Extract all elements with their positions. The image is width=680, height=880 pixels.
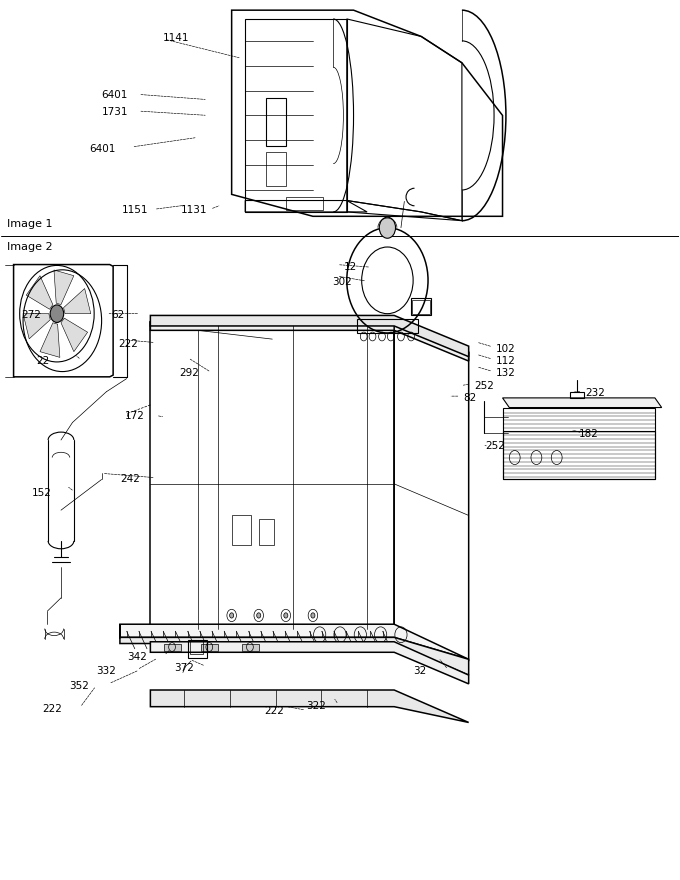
Text: 32: 32 bbox=[413, 665, 426, 676]
Text: 82: 82 bbox=[463, 392, 477, 403]
Circle shape bbox=[284, 612, 288, 618]
Text: 272: 272 bbox=[22, 310, 41, 319]
Polygon shape bbox=[503, 398, 662, 407]
Text: 292: 292 bbox=[179, 369, 199, 378]
Text: 222: 222 bbox=[42, 704, 62, 715]
Text: 22: 22 bbox=[37, 356, 50, 366]
Bar bbox=[265, 152, 286, 186]
Bar bbox=[503, 407, 655, 480]
Text: 332: 332 bbox=[96, 665, 116, 676]
Text: 302: 302 bbox=[332, 277, 352, 287]
Text: Image 2: Image 2 bbox=[7, 242, 52, 252]
Bar bbox=[258, 519, 273, 546]
Text: 62: 62 bbox=[111, 310, 124, 319]
Polygon shape bbox=[201, 643, 218, 651]
Circle shape bbox=[257, 612, 260, 618]
Text: 102: 102 bbox=[496, 344, 515, 354]
Text: 132: 132 bbox=[496, 369, 515, 378]
Text: 352: 352 bbox=[69, 680, 89, 691]
Bar bbox=[232, 515, 251, 546]
Polygon shape bbox=[40, 323, 60, 357]
Circle shape bbox=[230, 612, 234, 618]
Text: 1151: 1151 bbox=[122, 205, 148, 216]
Text: 182: 182 bbox=[579, 429, 598, 439]
Text: 6401: 6401 bbox=[90, 143, 116, 154]
Text: 342: 342 bbox=[126, 652, 147, 662]
Text: 242: 242 bbox=[120, 473, 141, 484]
Polygon shape bbox=[150, 321, 469, 361]
Polygon shape bbox=[242, 643, 258, 651]
Text: 12: 12 bbox=[343, 262, 356, 272]
Polygon shape bbox=[120, 624, 469, 659]
Text: 252: 252 bbox=[485, 441, 505, 451]
Bar bbox=[190, 641, 203, 654]
Text: 112: 112 bbox=[496, 356, 515, 366]
Bar bbox=[188, 640, 207, 657]
Text: 6401: 6401 bbox=[101, 91, 128, 100]
Text: 232: 232 bbox=[585, 387, 605, 398]
Polygon shape bbox=[54, 270, 74, 304]
Polygon shape bbox=[61, 319, 88, 352]
Text: 322: 322 bbox=[306, 700, 326, 711]
Text: 252: 252 bbox=[474, 381, 494, 391]
Polygon shape bbox=[27, 275, 53, 309]
Polygon shape bbox=[164, 643, 181, 651]
Polygon shape bbox=[63, 289, 91, 313]
Polygon shape bbox=[120, 624, 469, 675]
Circle shape bbox=[50, 304, 64, 322]
Polygon shape bbox=[150, 315, 469, 356]
Bar bbox=[413, 300, 430, 313]
Text: 152: 152 bbox=[32, 488, 52, 497]
Bar bbox=[265, 98, 286, 146]
Polygon shape bbox=[23, 313, 50, 339]
Polygon shape bbox=[150, 690, 469, 722]
Text: 222: 222 bbox=[118, 339, 138, 348]
Text: 1731: 1731 bbox=[101, 106, 128, 117]
Bar bbox=[286, 197, 323, 210]
Text: Image 1: Image 1 bbox=[7, 219, 52, 230]
Circle shape bbox=[311, 612, 315, 618]
Text: 172: 172 bbox=[124, 411, 145, 422]
Text: 1131: 1131 bbox=[181, 205, 207, 216]
Polygon shape bbox=[150, 642, 469, 684]
Text: 222: 222 bbox=[264, 706, 284, 716]
Text: 372: 372 bbox=[174, 663, 194, 673]
Text: 1141: 1141 bbox=[163, 33, 189, 43]
Circle shape bbox=[379, 217, 396, 238]
